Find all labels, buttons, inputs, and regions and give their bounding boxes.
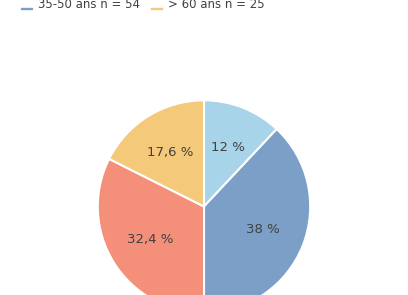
Wedge shape	[204, 129, 310, 295]
Wedge shape	[204, 100, 277, 206]
Text: 12 %: 12 %	[211, 141, 244, 154]
Text: 38 %: 38 %	[246, 223, 280, 237]
Wedge shape	[98, 159, 204, 295]
Text: 17,6 %: 17,6 %	[147, 146, 194, 159]
Legend: <35 ans n = 17, 35-50 ans n = 54, 50-60 ans n = 46, > 60 ans n = 25: <35 ans n = 17, 35-50 ans n = 54, 50-60 …	[19, 0, 273, 14]
Text: 32,4 %: 32,4 %	[126, 233, 173, 246]
Wedge shape	[109, 100, 204, 206]
